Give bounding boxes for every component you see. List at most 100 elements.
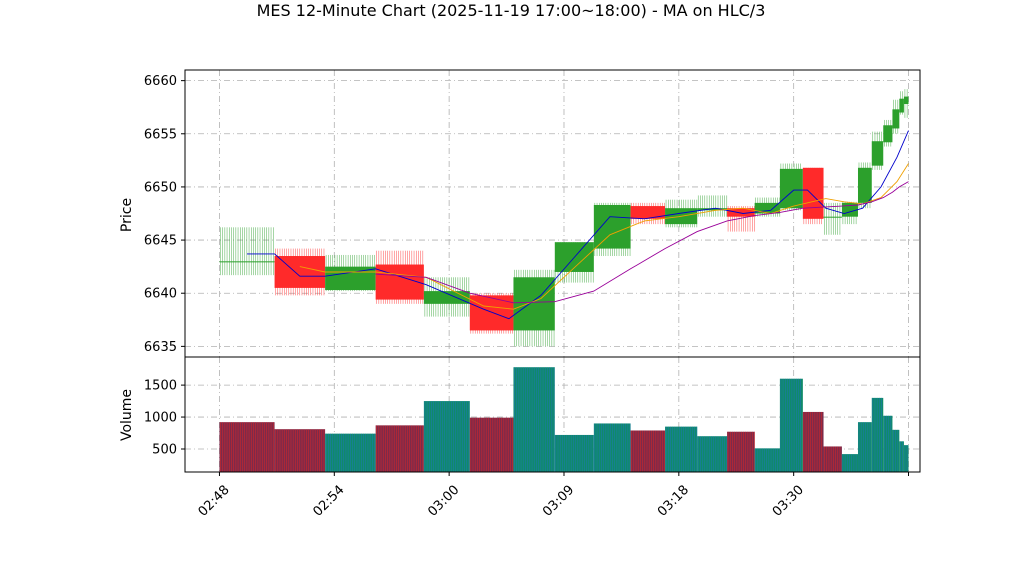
volume-bar xyxy=(469,417,514,472)
candle-body xyxy=(754,202,780,214)
volume-ytick-label: 1000 xyxy=(144,411,177,426)
candle xyxy=(630,202,666,225)
volume-bar-fill xyxy=(871,397,884,472)
volume-bar-fill xyxy=(841,454,858,472)
ma-line-ma-slow xyxy=(375,181,909,304)
candle xyxy=(469,293,514,334)
volume-bar xyxy=(841,454,858,472)
candle-body xyxy=(892,109,900,129)
volume-bar xyxy=(899,441,904,472)
volume-bar xyxy=(423,401,470,472)
candle xyxy=(554,242,594,283)
volume-bar xyxy=(554,434,594,472)
candle xyxy=(325,254,376,292)
volume-bar-fill xyxy=(899,441,904,472)
candle-body xyxy=(630,206,666,219)
candle xyxy=(899,91,904,115)
ma-line-ma-fast xyxy=(247,130,909,320)
volume-bar-fill xyxy=(883,415,893,472)
xtick-label: 02:48 xyxy=(196,483,233,520)
volume-bar xyxy=(665,426,698,472)
price-axis-label: Price xyxy=(119,198,135,232)
candle-body xyxy=(871,141,884,166)
price-ytick-label: 6660 xyxy=(144,74,177,89)
volume-bar xyxy=(754,448,781,472)
candle-body xyxy=(593,204,631,249)
candle xyxy=(219,227,275,276)
candle xyxy=(779,163,803,211)
candle-body xyxy=(779,168,803,209)
price-panel: 6635 6640 6645 6650 6655 6660 xyxy=(144,69,921,358)
volume-bar-fill xyxy=(903,445,909,472)
xtick-label: 02:54 xyxy=(310,483,347,520)
candle-body xyxy=(219,261,275,263)
candle xyxy=(857,162,872,209)
xtick-label: 03:18 xyxy=(655,483,692,520)
volume-axes-frame xyxy=(184,356,921,473)
candle-body xyxy=(823,216,842,218)
volume-bar xyxy=(903,445,909,472)
volume-bar xyxy=(802,411,824,472)
volume-bar-fill xyxy=(697,436,728,472)
candle xyxy=(274,248,326,296)
volume-bar-fill xyxy=(727,431,755,472)
candle-body xyxy=(423,291,470,304)
candle xyxy=(823,202,842,235)
volume-bar xyxy=(325,433,376,472)
candle-body xyxy=(857,167,872,203)
candle xyxy=(375,250,424,304)
candle xyxy=(697,195,728,217)
candle-body xyxy=(697,208,728,211)
candle xyxy=(883,119,893,147)
volume-ytick-label: 1500 xyxy=(144,379,177,394)
candle-body xyxy=(513,277,555,331)
candle-body xyxy=(325,266,376,291)
candle xyxy=(513,269,555,347)
price-ytick-label: 6655 xyxy=(144,127,177,142)
volume-bar xyxy=(727,431,755,472)
volume-bar xyxy=(883,415,893,472)
candle xyxy=(892,99,900,134)
volume-bar-fill xyxy=(469,417,514,472)
volume-panel: 500 1000 1500 02:48 02:54 03:00 03:09 03:18 03:3… xyxy=(144,356,921,520)
volume-bar-fill xyxy=(375,425,424,472)
volume-bar xyxy=(593,423,631,472)
candle xyxy=(903,89,909,118)
volume-bar-fill xyxy=(823,446,842,472)
candle xyxy=(423,277,470,317)
volume-bar xyxy=(375,425,424,472)
ma-line-ma-mid xyxy=(299,163,909,310)
xtick-label: 03:09 xyxy=(540,483,577,520)
volume-bar xyxy=(630,430,666,472)
candle-body xyxy=(883,125,893,143)
candle xyxy=(593,202,631,257)
candle-body xyxy=(469,295,514,331)
volume-bar xyxy=(857,422,872,472)
candle xyxy=(802,167,824,225)
volume-bar-fill xyxy=(779,378,803,472)
xtick-label: 03:30 xyxy=(770,483,807,520)
price-ytick-label: 6635 xyxy=(144,340,177,355)
price-ytick-label: 6650 xyxy=(144,180,177,195)
volume-bar-fill xyxy=(554,434,594,472)
volume-ytick-label: 500 xyxy=(152,443,177,458)
volume-bar xyxy=(892,429,900,472)
candle xyxy=(871,131,884,170)
chart-title: MES 12-Minute Chart (2025-11-19 17:00~18… xyxy=(257,1,766,20)
volume-bar-fill xyxy=(630,430,666,472)
candle-body xyxy=(903,96,909,105)
volume-bar xyxy=(871,397,884,472)
price-ytick-label: 6645 xyxy=(144,234,177,249)
volume-bar xyxy=(779,378,803,472)
xtick-label: 03:00 xyxy=(425,483,462,520)
volume-axis-label: Volume xyxy=(119,389,135,441)
volume-bar xyxy=(513,367,555,472)
volume-bar-fill xyxy=(754,448,780,472)
candle-body xyxy=(375,264,424,300)
candle-body xyxy=(802,167,824,219)
price-ytick-label: 6640 xyxy=(144,287,177,302)
candle-body xyxy=(727,208,755,217)
volume-bar xyxy=(697,436,728,472)
